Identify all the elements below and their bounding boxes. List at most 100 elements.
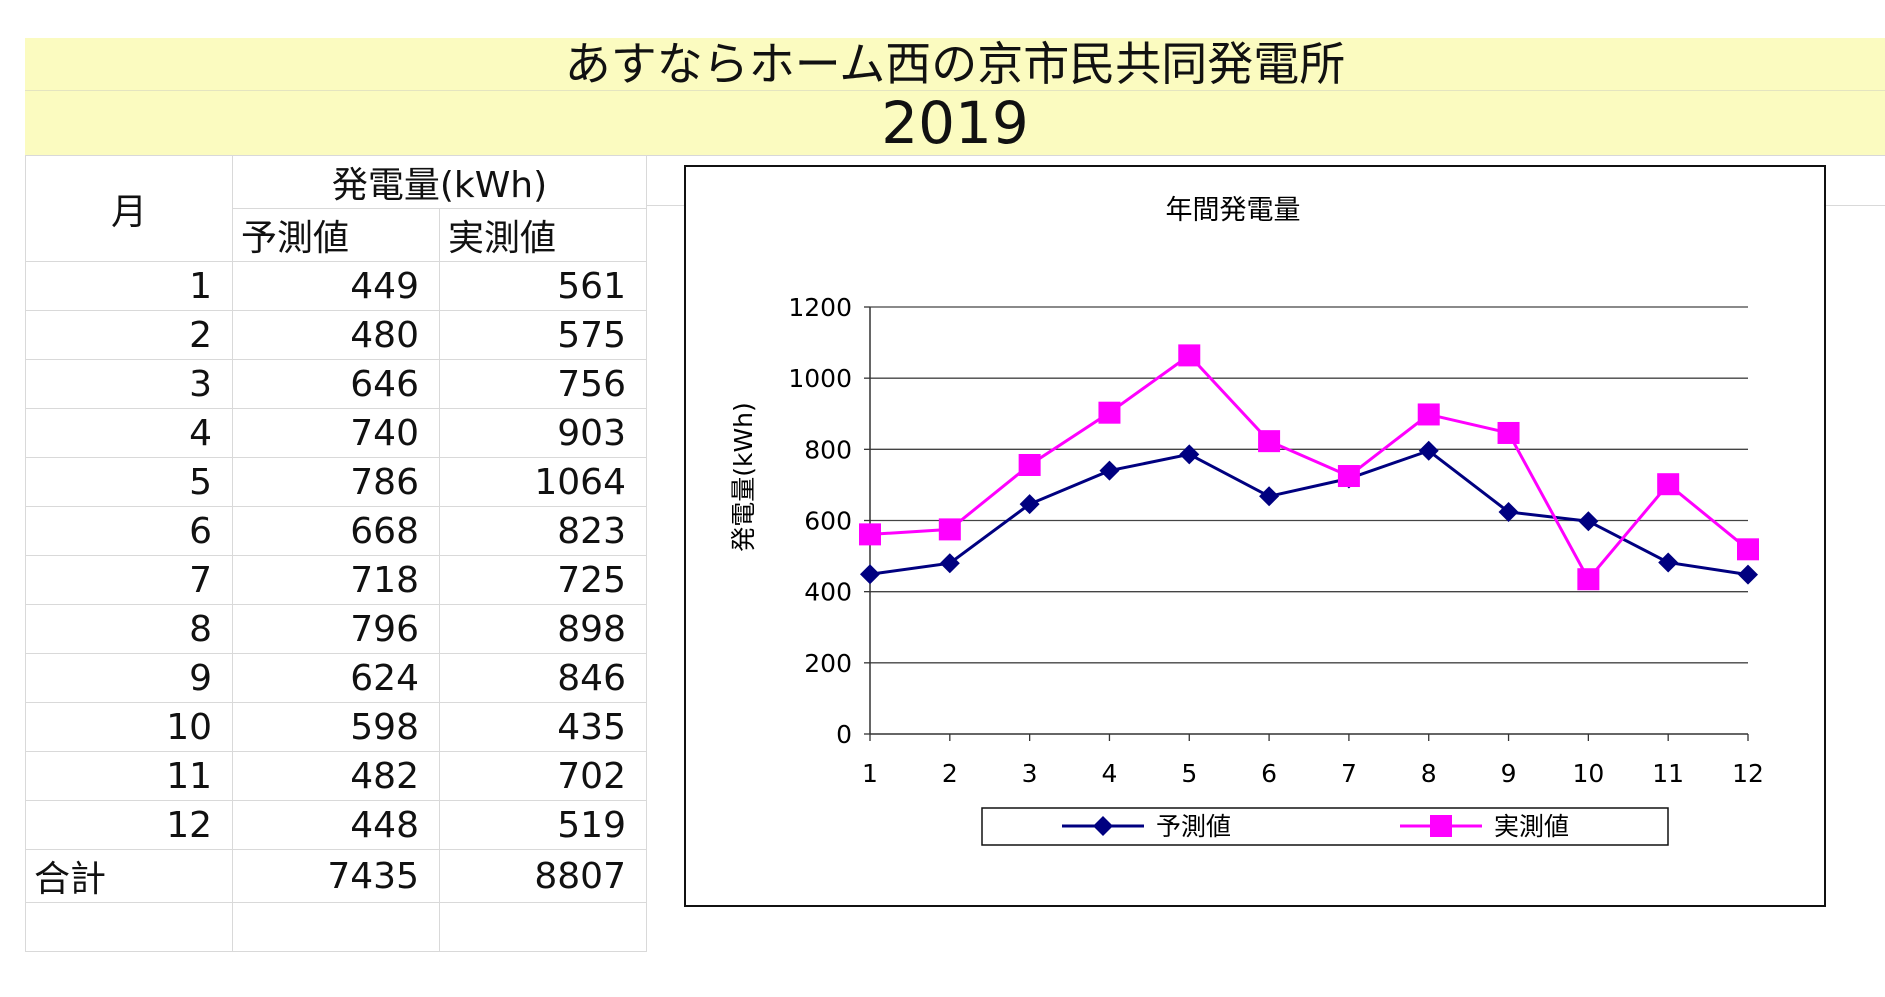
pred-cell[interactable]: 786 <box>232 457 440 507</box>
x-tick-label: 1 <box>862 759 878 788</box>
empty-cell[interactable] <box>232 902 440 952</box>
month-cell[interactable]: 8 <box>25 604 233 654</box>
month-cell[interactable]: 7 <box>25 555 233 605</box>
banner-year: 2019 <box>25 90 1885 156</box>
pred-cell[interactable]: 740 <box>232 408 440 458</box>
act-cell[interactable]: 823 <box>439 506 647 556</box>
y-tick-label: 200 <box>804 649 852 678</box>
data-point <box>1258 430 1281 453</box>
y-axis-label: 発電量(kWh) <box>729 402 758 552</box>
data-point <box>860 564 880 585</box>
table-row: 6 668 823 <box>25 506 647 556</box>
pred-cell[interactable]: 598 <box>232 702 440 752</box>
month-cell[interactable]: 10 <box>25 702 233 752</box>
act-cell[interactable]: 756 <box>439 359 647 409</box>
act-cell[interactable]: 1064 <box>439 457 647 507</box>
data-point <box>859 523 881 546</box>
month-header[interactable]: 月 <box>25 155 233 262</box>
chart-container[interactable]: 年間発電量 発電量(kWh) 0 200 400 600 800 1000 1200 1 2 3 4… <box>684 165 1826 907</box>
table-row: 5 786 1064 <box>25 457 647 507</box>
pred-cell[interactable]: 482 <box>232 751 440 801</box>
pred-cell[interactable]: 796 <box>232 604 440 654</box>
x-tick-label: 7 <box>1341 759 1357 788</box>
data-point <box>1417 403 1440 426</box>
pred-cell[interactable]: 624 <box>232 653 440 703</box>
act-cell[interactable]: 561 <box>439 261 647 311</box>
table-row: 8 796 898 <box>25 604 647 654</box>
x-tick-label: 2 <box>942 759 958 788</box>
legend-label: 実測値 <box>1494 812 1569 841</box>
data-point <box>1418 440 1439 461</box>
data-point <box>1497 421 1520 444</box>
table-row: 1 449 561 <box>25 261 647 311</box>
act-cell[interactable]: 903 <box>439 408 647 458</box>
table-row: 3 646 756 <box>25 359 647 409</box>
total-act[interactable]: 8807 <box>439 849 647 903</box>
act-cell[interactable]: 435 <box>439 702 647 752</box>
y-tick-label: 0 <box>836 720 852 749</box>
pred-cell[interactable]: 448 <box>232 800 440 850</box>
data-point <box>1018 453 1041 476</box>
y-tick-label: 600 <box>804 507 852 536</box>
empty-cell[interactable] <box>25 902 233 952</box>
x-tick-label: 8 <box>1421 759 1437 788</box>
y-tick-label: 1000 <box>788 364 852 393</box>
y-tick-label: 400 <box>804 578 852 607</box>
month-cell[interactable]: 3 <box>25 359 233 409</box>
data-point <box>1178 344 1201 367</box>
empty-cell[interactable] <box>439 902 647 952</box>
act-cell[interactable]: 575 <box>439 310 647 360</box>
total-pred[interactable]: 7435 <box>232 849 440 903</box>
data-table: 月 発電量(kWh) 予測値 実測値 1 449 561 2 480 575 3 646 756… <box>25 155 647 952</box>
x-tick-label: 4 <box>1102 759 1118 788</box>
legend-marker <box>1093 816 1113 836</box>
act-cell[interactable]: 846 <box>439 653 647 703</box>
series-line-1 <box>869 449 1749 577</box>
plot-area: 0200400600800100012001 2 3 4 5 6 7 8 9 10 11 12予測値実… <box>788 293 1764 846</box>
legend-marker <box>1430 815 1452 837</box>
x-tick-label: 10 <box>1572 759 1604 788</box>
total-label[interactable]: 合計 <box>25 849 233 903</box>
month-cell[interactable]: 4 <box>25 408 233 458</box>
month-cell[interactable]: 11 <box>25 751 233 801</box>
data-point <box>939 553 960 574</box>
month-cell[interactable]: 5 <box>25 457 233 507</box>
table-row: 9 624 846 <box>25 653 647 703</box>
series-line-2 <box>869 353 1749 582</box>
pred-cell[interactable]: 718 <box>232 555 440 605</box>
data-point <box>1658 552 1679 573</box>
month-cell[interactable]: 1 <box>25 261 233 311</box>
month-cell[interactable]: 6 <box>25 506 233 556</box>
group-header[interactable]: 発電量(kWh) <box>232 155 647 209</box>
legend-label: 予測値 <box>1156 812 1231 841</box>
month-cell[interactable]: 9 <box>25 653 233 703</box>
pred-cell[interactable]: 668 <box>232 506 440 556</box>
act-header[interactable]: 実測値 <box>439 208 647 262</box>
table-row: 4 740 903 <box>25 408 647 458</box>
data-point <box>1577 568 1600 591</box>
table-row: 7 718 725 <box>25 555 647 605</box>
data-point <box>938 518 961 541</box>
month-cell[interactable]: 2 <box>25 310 233 360</box>
act-cell[interactable]: 725 <box>439 555 647 605</box>
x-tick-label: 9 <box>1501 759 1517 788</box>
x-tick-label: 12 <box>1732 759 1764 788</box>
x-tick-label: 11 <box>1652 759 1684 788</box>
table-body: 1 449 561 2 480 575 3 646 756 4 740 903 5 786 1064 6 668… <box>25 261 647 850</box>
table-row: 10 598 435 <box>25 702 647 752</box>
pred-cell[interactable]: 480 <box>232 310 440 360</box>
pred-cell[interactable]: 449 <box>232 261 440 311</box>
act-cell[interactable]: 519 <box>439 800 647 850</box>
act-cell[interactable]: 702 <box>439 751 647 801</box>
data-point <box>1578 511 1599 532</box>
pred-cell[interactable]: 646 <box>232 359 440 409</box>
act-cell[interactable]: 898 <box>439 604 647 654</box>
data-point <box>1019 494 1040 515</box>
month-cell[interactable]: 12 <box>25 800 233 850</box>
chart-title: 年間発電量 <box>1166 195 1301 226</box>
data-point <box>1259 486 1280 507</box>
pred-header[interactable]: 予測値 <box>232 208 440 262</box>
data-point <box>1098 401 1121 424</box>
data-point <box>1337 465 1360 488</box>
